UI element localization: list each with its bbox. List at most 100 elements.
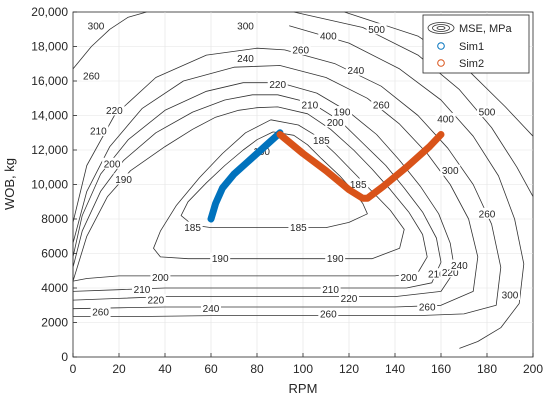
contour-label-bg [145,294,166,306]
contour-label-bg [332,106,353,118]
contour-label: 190 [212,254,229,265]
contour-label: 260 [479,209,496,220]
contour-label-bg [345,64,366,76]
contour-label-bg [102,157,123,169]
contour-label: 200 [327,118,344,129]
contour-line-240 [72,65,479,310]
y-tick-label: 16,000 [31,74,68,88]
legend-contour-icon [427,22,455,34]
x-tick-label: 100 [293,362,313,376]
contour-line-210 [72,94,442,292]
contour-label: 300 [237,21,254,32]
contour-line-220 [72,82,456,301]
x-axis-label: RPM [289,381,318,396]
contour-label-bg [311,134,332,146]
y-axis-label: WOB, kg [2,158,17,210]
contour-label: 220 [269,80,286,91]
contour-label: 200 [152,273,169,284]
contour-label: 200 [104,159,121,170]
legend-marker-sim1 [437,42,445,50]
contour-label-bg [290,43,311,55]
contour-label-bg [320,283,341,295]
contour-label: 200 [400,273,417,284]
contour-label-bg [132,283,152,295]
contour-label-bg [440,164,461,176]
contour-label-bg [417,300,438,312]
x-tick-label: 160 [431,362,451,376]
x-tick-label: 80 [250,362,264,376]
contour-line-300 [289,25,525,349]
x-tick-label: 120 [339,362,359,376]
legend-label-sim1: Sim1 [459,41,484,53]
contour-label-bg [182,221,203,233]
contour-label: 260 [292,45,309,56]
contour-label-bg [325,116,346,128]
mse-contours [72,11,534,349]
contour-label: 220 [442,268,459,279]
contour-label: 185 [350,180,367,191]
x-tick-label: 180 [477,362,497,376]
contour-label-bg [288,221,309,233]
contour-label-bg [348,178,369,190]
contour-line-185 [180,131,368,229]
contour-label: 500 [479,108,496,119]
contour-label: 210 [302,101,319,112]
contour-line-400 [293,11,534,197]
contour-label: 240 [348,66,365,77]
x-tick-label: 40 [158,362,172,376]
y-tick-label: 20,000 [31,5,68,19]
contour-label: 185 [290,223,307,234]
x-tick-label: 0 [70,362,77,376]
y-tick-label: 8000 [41,212,68,226]
contour-label: 500 [368,25,385,36]
contour-label-bg [435,112,456,124]
y-tick-label: 6000 [41,247,68,261]
contour-label-bg [440,266,461,278]
y-tick-label: 4000 [41,281,68,295]
contour-label-bg [299,99,320,111]
y-tick-label: 18,000 [31,40,68,54]
contour-label: 300 [88,21,105,32]
contour-label-bg [325,252,346,264]
legend-label-sim2: Sim2 [459,58,484,70]
contour-label: 210 [322,285,339,296]
series-sim2 [276,131,445,202]
x-tick-label: 60 [204,362,218,376]
contour-label: 260 [92,308,109,319]
contour-label-bg [235,52,256,64]
contour-label-bg [150,271,171,283]
axis-ticks: 0 20 40 60 80 100 120 140 160 180 2000200040006000… [31,5,543,376]
y-tick-label: 12,000 [31,143,68,157]
contour-label-bg [449,259,470,271]
contour-label: 220 [341,294,358,305]
contour-label: 260 [373,101,390,112]
contour-label: 190 [334,108,351,119]
contour-label: 240 [451,261,468,272]
y-tick-label: 0 [61,350,68,364]
y-tick-label: 14,000 [31,109,68,123]
contour-label-bg [339,292,359,304]
contour-label-bg [113,173,134,185]
contour-label-bg [90,306,111,318]
contour-label: 190 [327,254,344,265]
contour-label-bg [81,69,102,81]
contour-label-bg [477,207,497,219]
contour-line-190 [153,119,405,260]
contour-label: 260 [83,71,100,82]
series-sim1 [207,129,284,223]
legend-marker-sim2 [437,59,445,67]
contour-label: 185 [184,223,201,234]
contour-label: 260 [320,309,337,320]
contour-label: 185 [313,136,330,147]
simulation-series [207,129,445,223]
legend: MSE, MPa Sim1 Sim2 [422,14,530,74]
x-tick-label: 200 [523,362,543,376]
contour-label: 400 [437,114,454,125]
contour-label: 190 [115,175,132,186]
contour-label: 210 [134,285,151,296]
contour-label: 210 [428,270,445,281]
contour-label-bg [371,99,392,111]
contour-label-bg [104,104,125,116]
